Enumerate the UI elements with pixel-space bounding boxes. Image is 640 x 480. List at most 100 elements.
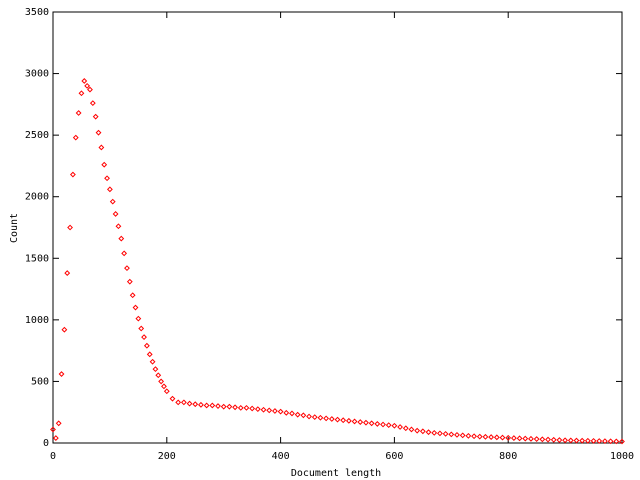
point [397,424,403,430]
point [135,315,142,322]
point [138,325,145,332]
point [260,406,267,413]
x-tick-label: 800 [499,451,517,462]
point [579,437,586,444]
point [84,82,91,89]
point [465,432,472,439]
point [81,78,88,84]
point [72,134,79,141]
point [55,420,62,427]
point [482,433,489,440]
point [232,404,238,411]
point [186,400,193,407]
y-tick-label: 500 [31,376,49,387]
point [58,371,65,377]
point [98,144,105,151]
point [272,408,278,414]
x-axis-label: Document length [291,468,381,479]
point [203,402,210,409]
point [619,438,625,445]
point [126,278,133,285]
point [584,437,591,444]
x-tick-label: 0 [50,451,56,462]
y-tick-label: 3000 [25,69,49,80]
point [607,438,614,445]
point [61,326,68,333]
point [613,438,620,445]
point [277,408,284,415]
point [596,438,603,444]
point [556,437,563,443]
y-tick-label: 0 [43,438,49,449]
point [180,399,187,406]
point [78,90,85,97]
point [602,438,608,445]
point [425,429,432,436]
point [442,430,449,437]
point [163,388,170,395]
point [334,416,341,423]
point [129,292,136,299]
point [385,422,392,429]
x-tick-label: 200 [158,451,176,462]
point [104,175,110,182]
point [363,419,369,426]
point [64,270,71,276]
point [522,435,529,442]
point [488,434,495,440]
point [528,435,534,442]
point [300,412,307,419]
point [52,435,59,441]
point [368,420,375,427]
point [345,417,352,424]
point [374,421,381,427]
point [357,419,364,425]
point [573,437,580,444]
point [95,129,102,136]
point [328,416,335,422]
point [567,437,574,444]
y-tick-label: 2500 [25,130,49,141]
point [146,351,153,358]
point [476,433,483,440]
point [459,432,466,439]
point [249,405,256,412]
point [471,433,477,440]
point [340,417,347,424]
y-tick-label: 1500 [25,253,49,264]
point [437,430,443,437]
point [152,366,159,373]
point [87,86,93,93]
point [243,404,250,411]
point [408,426,415,433]
point [192,401,199,408]
point [323,415,330,422]
point [70,171,76,178]
point [143,342,150,349]
point [220,403,227,410]
point [161,383,167,390]
point [115,223,122,230]
point [266,407,273,414]
point [92,113,99,120]
point [149,358,156,365]
point [414,427,421,434]
y-tick-label: 1000 [25,315,49,326]
x-tick-label: 400 [272,451,290,462]
point [419,428,426,435]
y-tick-label: 3500 [25,7,49,18]
point [499,434,506,441]
point [505,434,512,441]
x-tick-label: 600 [385,451,403,462]
point [510,435,517,441]
point [109,198,116,205]
point [175,399,182,406]
point [124,265,130,272]
point [454,431,460,438]
point [311,414,318,421]
point [516,435,523,442]
point [590,437,597,444]
point [101,161,108,168]
point [215,403,221,409]
point [198,401,204,408]
